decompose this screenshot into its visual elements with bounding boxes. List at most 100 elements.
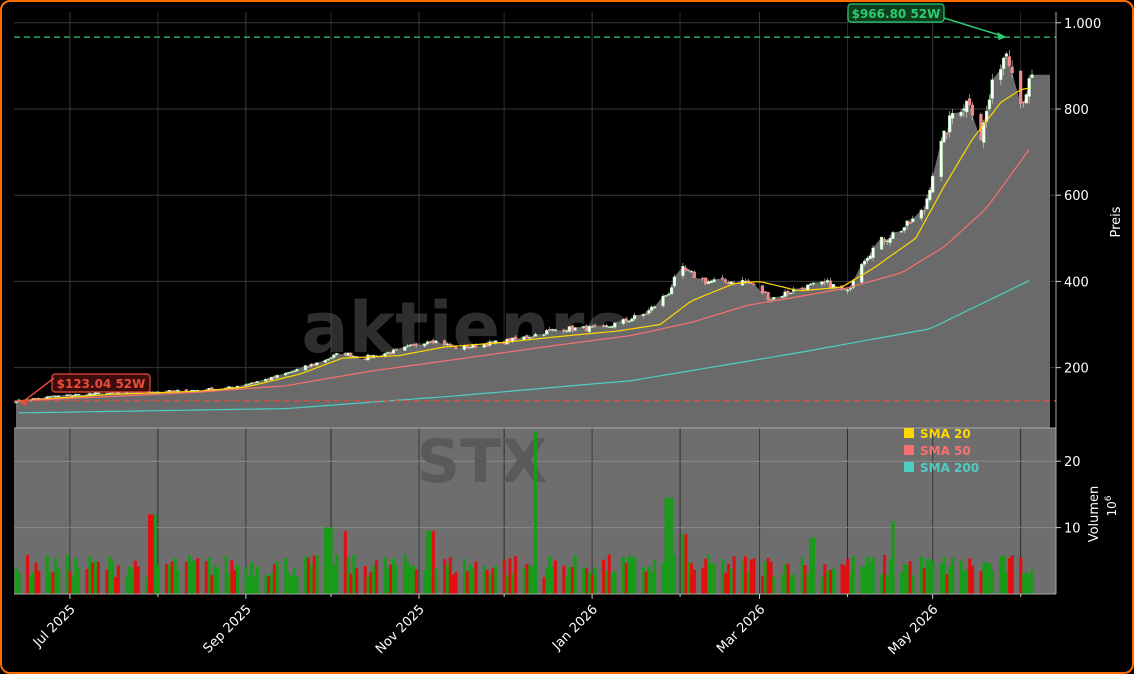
volume-bar [187,555,191,594]
volume-bar [369,572,373,594]
candle-body [346,352,350,356]
volume-bar [88,556,92,594]
volume-multiplier-exponent: 6 [1104,495,1114,501]
candle-body [1004,53,1009,57]
volume-bar [922,568,926,594]
volume-bar [448,556,452,594]
x-tick-label: Sep 2025 [200,602,254,656]
symbol-watermark: STX [417,427,547,497]
volume-bar [670,497,674,594]
volume-bar [451,574,455,594]
candle-body [925,198,929,210]
volume-bar [247,576,251,594]
candle-body [882,238,887,243]
volume-bar [235,565,240,594]
candle-body [624,318,628,322]
candle-body [323,359,327,363]
volume-bar [863,565,867,594]
volume-bar [505,574,509,594]
volume-bar [465,571,469,594]
volume-bar [77,567,81,594]
volume-bar [270,573,274,594]
volume-bar [253,575,257,594]
volume-bar [965,569,969,594]
candle-body [349,352,353,357]
candle-body [394,348,398,351]
candle-body [865,258,870,261]
candle-body [1027,78,1031,97]
volume-bar [951,557,955,594]
candle-body [803,288,807,291]
volume-bar [871,557,875,594]
candle-body [641,314,645,316]
legend-swatch [904,445,914,455]
volume-bar [667,497,671,594]
candle-body [567,326,572,332]
volume-bar [284,558,288,594]
volume-bar [434,568,438,594]
volume-bar [193,560,197,594]
candle-body [343,352,347,356]
x-tick-label: Jan 2026 [549,602,601,654]
candle-body [948,115,952,133]
volume-bar [329,527,333,594]
candle-body [562,329,566,332]
candle-body [703,277,708,285]
volume-bar [979,571,983,594]
high-52w-arrow-line [943,17,1003,37]
volume-bar [190,560,194,594]
candle-body [244,384,248,386]
volume-bar [985,562,989,594]
volume-axis-label: Volumen [1087,486,1102,543]
candle-body [423,343,427,347]
volume-bar [309,564,313,594]
candle-body [633,315,637,320]
candle-body [820,281,824,285]
volume-bar [769,561,773,594]
volume-bar [925,558,929,594]
candle-body [786,291,790,294]
volume-bar [868,562,872,594]
candle-body [252,382,257,384]
candle-body [173,390,177,392]
volume-bar [644,571,648,594]
volume-bar [130,569,135,594]
x-tick-label: May 2026 [886,602,942,658]
candle-body [303,365,308,371]
candle-body [445,343,450,345]
volume-bar [508,558,512,594]
candle-body [672,276,677,287]
candle-body [573,327,577,331]
volume-bar [568,566,572,594]
candle-body [868,255,872,260]
candle-body [962,108,966,111]
candle-body [1019,70,1023,104]
volume-bar [326,527,330,594]
candle-body [888,238,892,243]
candle-body [513,336,518,340]
candle-body [604,325,608,327]
low-52w-arrow-line [22,377,55,403]
candle-body [613,322,617,328]
volume-bar [287,572,291,594]
legend: SMA 20 SMA 50 SMA 200 [904,427,979,475]
price-area-fill [16,53,1050,429]
volume-bar [908,561,912,594]
x-tick-label: Nov 2025 [373,602,428,657]
candle-body [525,335,529,339]
candle-body [275,375,279,378]
candle-body [681,266,685,276]
volume-bar [116,565,120,594]
volume-bar [780,574,784,594]
volume-bar [792,574,796,594]
candle-body [650,306,654,311]
volume-bar [414,569,418,594]
volume-bar [514,556,518,594]
candle-body [584,325,589,331]
volume-bar [355,567,359,594]
volume-bar [971,565,975,594]
volume-bar [831,568,836,594]
volume-bar [542,577,546,594]
legend-swatch [904,462,914,472]
price-tick-label: 800 [1064,103,1089,118]
